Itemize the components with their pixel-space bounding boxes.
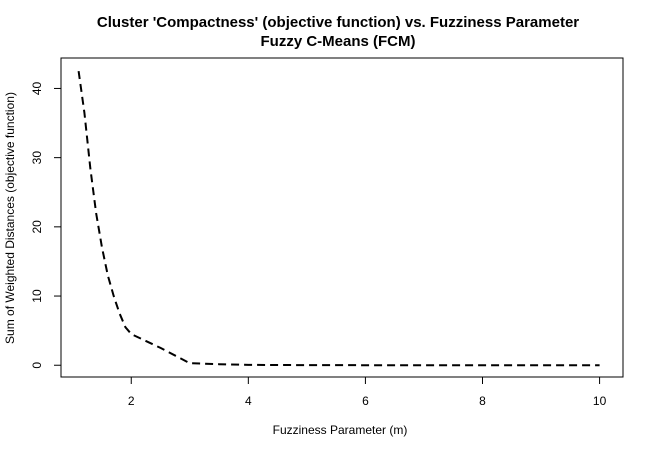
y-tick-label: 20 [30, 220, 44, 234]
y-tick-label: 10 [30, 289, 44, 303]
chart-subtitle: Fuzzy C-Means (FCM) [261, 33, 416, 50]
x-tick-label: 4 [245, 394, 252, 408]
y-tick-label: 30 [30, 151, 44, 165]
x-axis: 2 4 6 8 10 [128, 376, 607, 408]
y-axis: 0 10 20 30 40 [30, 81, 62, 369]
x-tick-label: 2 [128, 394, 135, 408]
y-tick-label: 0 [30, 362, 44, 369]
chart-title: Cluster 'Compactness' (objective functio… [97, 14, 579, 31]
series-layer [77, 70, 600, 367]
series-line [77, 70, 600, 367]
plot-frame [60, 57, 624, 378]
y-axis-label: Sum of Weighted Distances (objective fun… [3, 92, 17, 344]
x-tick-label: 6 [362, 394, 369, 408]
x-tick-label: 8 [479, 394, 486, 408]
x-tick-label: 10 [593, 394, 607, 408]
x-axis-label: Fuzziness Parameter (m) [273, 423, 408, 437]
y-tick-label: 40 [30, 81, 44, 95]
